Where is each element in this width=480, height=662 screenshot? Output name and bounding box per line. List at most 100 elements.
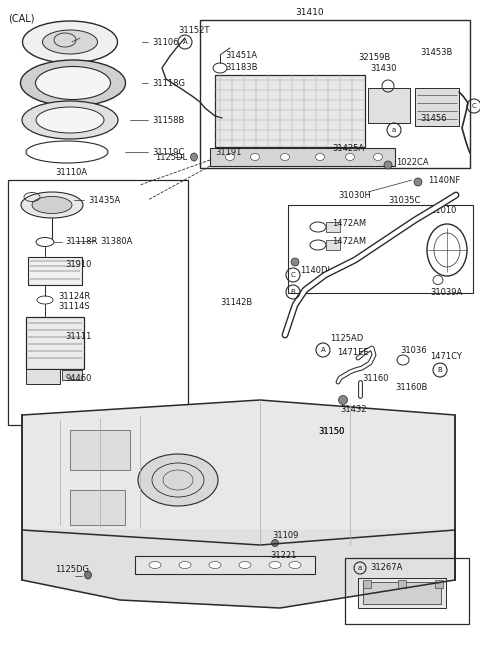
Text: 31430: 31430 [370,64,396,73]
Bar [70,430,130,470]
Text: 31118G: 31118G [152,79,185,87]
Ellipse shape [272,540,278,547]
Text: 31030H: 31030H [338,191,371,199]
Bar [288,205,473,293]
Bar [215,75,365,147]
Bar [26,369,60,384]
Ellipse shape [384,161,392,169]
Text: 31036: 31036 [400,346,427,354]
Bar [8,180,188,425]
Bar [26,317,84,369]
Bar [210,148,395,166]
Text: 31267A: 31267A [370,563,402,573]
Text: A: A [182,39,187,45]
Text: 31910: 31910 [65,260,91,269]
Ellipse shape [21,60,125,106]
Polygon shape [22,400,455,545]
Ellipse shape [138,454,218,506]
Text: 1140NF: 1140NF [428,175,460,185]
Text: 1022CA: 1022CA [396,158,429,167]
Bar [363,580,371,588]
Ellipse shape [291,258,299,266]
Bar [435,580,443,588]
Bar [368,88,410,123]
Text: 31453B: 31453B [420,48,452,56]
Text: 1471EE: 1471EE [337,348,369,357]
Ellipse shape [280,154,289,160]
Text: 31109: 31109 [272,530,299,540]
Text: 31380A: 31380A [100,236,132,246]
Text: B: B [438,367,443,373]
Ellipse shape [23,21,118,63]
Ellipse shape [338,395,348,404]
Text: 31039A: 31039A [430,287,462,297]
Ellipse shape [251,154,260,160]
Ellipse shape [149,561,161,569]
Ellipse shape [209,561,221,569]
Text: 1125DL: 1125DL [155,152,187,162]
Bar [135,556,315,574]
Text: 31160: 31160 [362,373,388,383]
Text: 31111: 31111 [65,332,91,340]
Ellipse shape [43,30,97,54]
Text: 31432: 31432 [340,406,367,414]
Ellipse shape [36,107,104,133]
Ellipse shape [289,561,301,569]
Ellipse shape [373,154,383,160]
Text: 31451A: 31451A [225,50,257,60]
Text: 1140DJ: 1140DJ [300,265,330,275]
Bar [358,578,446,608]
Text: 31456: 31456 [420,113,446,122]
Ellipse shape [269,561,281,569]
Text: 31118R: 31118R [65,236,97,246]
Text: 1472AM: 1472AM [332,236,366,246]
Ellipse shape [414,178,422,186]
Text: a: a [358,565,362,571]
Text: 31142B: 31142B [220,297,252,307]
Bar [415,88,459,126]
Text: 31110A: 31110A [55,167,87,177]
Text: 31160B: 31160B [395,383,427,393]
Text: 31119C: 31119C [152,148,184,156]
Text: 1125DG: 1125DG [55,565,89,575]
Ellipse shape [22,101,118,139]
Text: 31035C: 31035C [388,195,420,205]
Text: 31158B: 31158B [152,115,184,124]
Text: 31221: 31221 [270,551,296,559]
Bar [200,20,470,168]
Ellipse shape [226,154,235,160]
Text: 31010: 31010 [430,205,456,214]
Text: B: B [290,289,295,295]
Text: 32159B: 32159B [358,52,390,62]
Ellipse shape [21,192,83,218]
Text: 31183B: 31183B [225,62,257,71]
Ellipse shape [239,561,251,569]
Text: 31410: 31410 [295,7,324,17]
Text: 31191: 31191 [215,148,241,156]
Text: (CAL): (CAL) [8,13,35,23]
Text: 1471CY: 1471CY [430,352,462,361]
Ellipse shape [191,153,197,161]
Text: 1472AM: 1472AM [332,218,366,228]
Text: 31425A: 31425A [332,144,364,152]
Ellipse shape [179,561,191,569]
Text: 1125AD: 1125AD [330,334,363,342]
Ellipse shape [315,154,324,160]
Text: 31150: 31150 [318,428,344,436]
Bar [398,580,406,588]
Text: a: a [392,127,396,133]
Text: 31435A: 31435A [88,195,120,205]
Text: 31114S: 31114S [58,301,90,310]
Text: 31106: 31106 [152,38,179,46]
Text: C: C [472,103,476,109]
Bar [326,240,340,250]
Text: 31124R: 31124R [58,291,90,301]
Bar [28,257,82,285]
Text: 31152T: 31152T [178,26,209,34]
Text: A: A [321,347,325,353]
Ellipse shape [36,66,110,99]
Ellipse shape [346,154,355,160]
Ellipse shape [84,571,92,579]
Bar [70,490,125,525]
Text: 94460: 94460 [65,373,91,383]
